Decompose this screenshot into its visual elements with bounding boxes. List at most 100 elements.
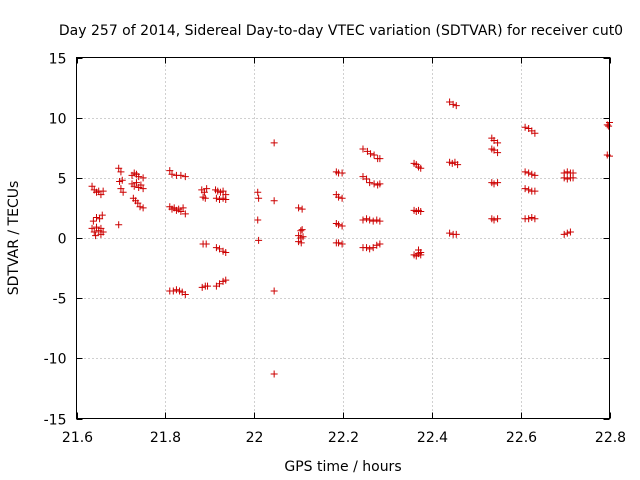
data-point (179, 204, 187, 212)
data-point (373, 216, 381, 224)
data-point (270, 287, 278, 295)
data-point (181, 210, 189, 218)
data-point (335, 221, 343, 229)
data-point (494, 179, 502, 187)
data-point (370, 151, 378, 159)
data-point (202, 240, 210, 248)
x-tick-label: 21.6 (62, 430, 93, 446)
data-point (563, 229, 571, 237)
data-point (531, 171, 539, 179)
data-point (521, 185, 529, 193)
data-point (452, 102, 460, 110)
data-point (99, 187, 107, 195)
data-point (222, 248, 230, 256)
data-point (560, 230, 568, 238)
data-point (366, 216, 374, 224)
data-point (605, 122, 613, 130)
data-point (136, 203, 144, 211)
data-point (376, 240, 384, 248)
data-point (338, 240, 346, 248)
chart-title: Day 257 of 2014, Sidereal Day-to-day VTE… (59, 23, 623, 39)
data-point (181, 291, 189, 299)
data-point (117, 168, 125, 176)
data-point (134, 199, 142, 207)
data-point (454, 161, 462, 169)
data-point (97, 191, 105, 199)
plot-frame (76, 57, 610, 419)
data-point (90, 228, 98, 236)
data-point (560, 174, 568, 182)
data-point (216, 280, 224, 288)
data-point (376, 155, 384, 163)
y-tick-label: -5 (53, 292, 67, 308)
data-point (359, 145, 367, 153)
y-tick-label: -15 (44, 413, 67, 429)
data-point (417, 164, 425, 172)
data-point (201, 194, 209, 202)
x-tick-label: 22 (246, 430, 264, 446)
data-point (166, 167, 174, 175)
x-tick-label: 22.6 (506, 430, 537, 446)
data-point (335, 193, 343, 201)
x-tick-label: 22.2 (328, 430, 359, 446)
data-point (168, 170, 176, 178)
data-point (177, 171, 185, 179)
axis-ticks: 21.6 21.8 22 22.2 22.4 22.6 22.8 -15 -10 -5 0 5 10 15 (44, 52, 626, 447)
data-point (169, 287, 177, 295)
y-tick-label: 0 (58, 232, 67, 248)
data-point (446, 229, 454, 237)
data-point (335, 239, 343, 247)
data-point (177, 208, 185, 216)
data-point (92, 214, 100, 222)
data-point (299, 233, 307, 241)
data-point (89, 217, 97, 225)
data-point (525, 186, 533, 194)
data-point (494, 215, 502, 223)
data-point (531, 215, 539, 223)
data-point (222, 195, 230, 203)
data-point (198, 283, 206, 291)
data-point (446, 98, 454, 106)
data-point (338, 194, 346, 202)
data-point (366, 245, 374, 253)
data-point (521, 168, 529, 176)
data-point (255, 194, 263, 202)
data-point (449, 100, 457, 108)
data-point (270, 139, 278, 147)
data-point (203, 185, 211, 193)
x-axis-label: GPS time / hours (284, 459, 401, 475)
data-point (373, 241, 381, 249)
data-point (139, 185, 147, 193)
data-point (369, 244, 377, 252)
data-point (528, 170, 536, 178)
data-point (363, 215, 371, 223)
data-point (566, 228, 574, 236)
data-point (452, 230, 460, 238)
data-points (88, 98, 613, 378)
y-tick-label: -10 (44, 352, 67, 368)
data-point (490, 216, 498, 224)
data-point (117, 185, 125, 193)
data-point (135, 173, 143, 181)
data-point (130, 182, 138, 190)
data-point (297, 239, 305, 247)
data-point (270, 370, 278, 378)
data-point (216, 195, 224, 203)
data-point (92, 232, 100, 240)
data-point (132, 179, 140, 187)
data-point (369, 217, 377, 225)
y-tick-label: 15 (49, 52, 67, 68)
data-point (490, 137, 498, 145)
data-point (115, 221, 123, 229)
x-tick-label: 22.8 (595, 430, 626, 446)
y-axis-label: SDTVAR / TECUs (6, 181, 22, 296)
data-point (528, 214, 536, 222)
data-point (119, 188, 127, 196)
data-point (367, 150, 375, 158)
data-point (359, 216, 367, 224)
y-tick-label: 5 (58, 172, 67, 188)
data-point (219, 187, 227, 195)
data-point (297, 227, 305, 235)
data-point (490, 180, 498, 188)
